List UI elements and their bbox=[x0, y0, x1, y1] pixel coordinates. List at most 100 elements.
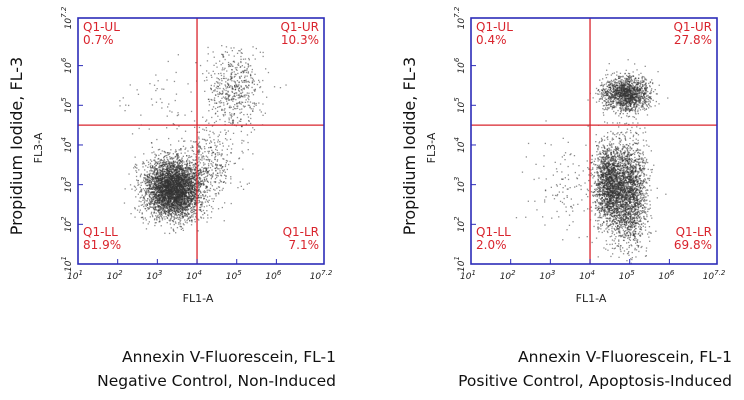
data-point bbox=[185, 213, 187, 215]
data-point bbox=[130, 213, 132, 215]
data-point bbox=[240, 120, 242, 122]
data-point bbox=[175, 194, 177, 196]
data-point bbox=[221, 108, 223, 110]
data-point bbox=[189, 197, 191, 200]
data-point bbox=[173, 184, 175, 186]
data-point bbox=[216, 166, 218, 168]
data-point bbox=[154, 183, 157, 185]
data-point bbox=[208, 150, 210, 152]
data-point bbox=[178, 164, 180, 166]
data-point bbox=[136, 167, 138, 169]
data-point bbox=[169, 207, 171, 209]
data-point bbox=[231, 77, 233, 79]
data-point bbox=[194, 202, 197, 204]
data-point bbox=[139, 176, 142, 178]
data-point bbox=[267, 71, 270, 74]
data-point bbox=[242, 152, 244, 154]
data-point bbox=[177, 163, 179, 165]
data-point bbox=[170, 191, 173, 193]
data-point bbox=[175, 189, 177, 191]
data-point bbox=[158, 209, 160, 211]
data-point bbox=[176, 157, 179, 159]
data-point bbox=[180, 209, 182, 211]
data-point bbox=[176, 155, 178, 157]
data-point bbox=[219, 102, 221, 104]
data-point bbox=[174, 201, 177, 203]
data-point bbox=[163, 194, 166, 197]
data-point bbox=[160, 212, 162, 214]
data-point bbox=[162, 172, 164, 175]
data-point bbox=[190, 214, 193, 217]
data-point bbox=[228, 163, 230, 166]
data-point bbox=[183, 212, 185, 214]
data-point bbox=[173, 198, 175, 201]
data-point bbox=[157, 210, 159, 212]
data-point bbox=[202, 171, 204, 173]
data-point bbox=[163, 196, 165, 198]
data-point bbox=[158, 175, 160, 177]
data-point bbox=[172, 182, 174, 184]
data-point bbox=[161, 203, 164, 205]
data-point bbox=[176, 158, 178, 160]
data-point bbox=[236, 116, 239, 119]
data-point bbox=[178, 168, 180, 170]
data-point bbox=[151, 194, 153, 196]
data-point bbox=[186, 168, 188, 170]
data-point bbox=[223, 75, 225, 77]
data-point bbox=[171, 206, 173, 208]
data-point bbox=[164, 173, 166, 176]
data-point bbox=[206, 175, 208, 177]
data-point bbox=[239, 92, 241, 94]
data-point bbox=[159, 201, 161, 204]
data-point bbox=[233, 47, 235, 49]
data-point bbox=[226, 100, 228, 102]
data-point bbox=[203, 80, 206, 82]
data-point bbox=[185, 179, 188, 181]
data-point bbox=[194, 200, 197, 202]
data-point bbox=[181, 179, 183, 181]
data-point bbox=[166, 217, 169, 219]
data-point bbox=[215, 195, 217, 197]
data-point bbox=[198, 152, 200, 154]
data-point bbox=[168, 189, 170, 191]
data-point bbox=[182, 206, 184, 208]
data-point bbox=[165, 204, 167, 206]
data-point bbox=[193, 188, 195, 190]
data-point bbox=[246, 134, 249, 136]
data-point bbox=[156, 177, 159, 179]
data-point bbox=[183, 224, 185, 226]
data-point bbox=[167, 167, 170, 169]
data-point bbox=[137, 179, 139, 182]
data-point bbox=[207, 214, 209, 216]
data-point bbox=[178, 184, 180, 186]
data-point bbox=[175, 206, 177, 208]
data-point bbox=[183, 180, 186, 182]
data-point bbox=[158, 208, 160, 210]
data-point bbox=[163, 161, 165, 164]
data-point bbox=[153, 180, 155, 183]
data-point bbox=[175, 199, 177, 201]
data-point bbox=[174, 183, 176, 186]
data-point bbox=[189, 175, 192, 178]
data-point bbox=[176, 191, 178, 194]
data-point bbox=[148, 176, 150, 178]
data-point bbox=[154, 163, 156, 165]
data-point bbox=[188, 218, 190, 220]
data-point bbox=[172, 197, 174, 199]
data-point bbox=[181, 213, 183, 216]
data-point bbox=[172, 195, 174, 197]
data-point bbox=[158, 177, 161, 180]
data-point bbox=[173, 165, 175, 168]
data-point bbox=[142, 188, 145, 190]
data-point bbox=[156, 200, 159, 203]
data-point bbox=[154, 205, 156, 208]
data-point bbox=[183, 183, 185, 185]
data-point bbox=[165, 162, 167, 164]
data-point bbox=[177, 204, 179, 207]
data-point bbox=[154, 162, 156, 164]
data-point bbox=[224, 67, 226, 69]
data-point bbox=[149, 172, 151, 174]
data-point bbox=[151, 180, 154, 182]
data-point bbox=[180, 203, 183, 205]
data-point bbox=[152, 176, 154, 178]
